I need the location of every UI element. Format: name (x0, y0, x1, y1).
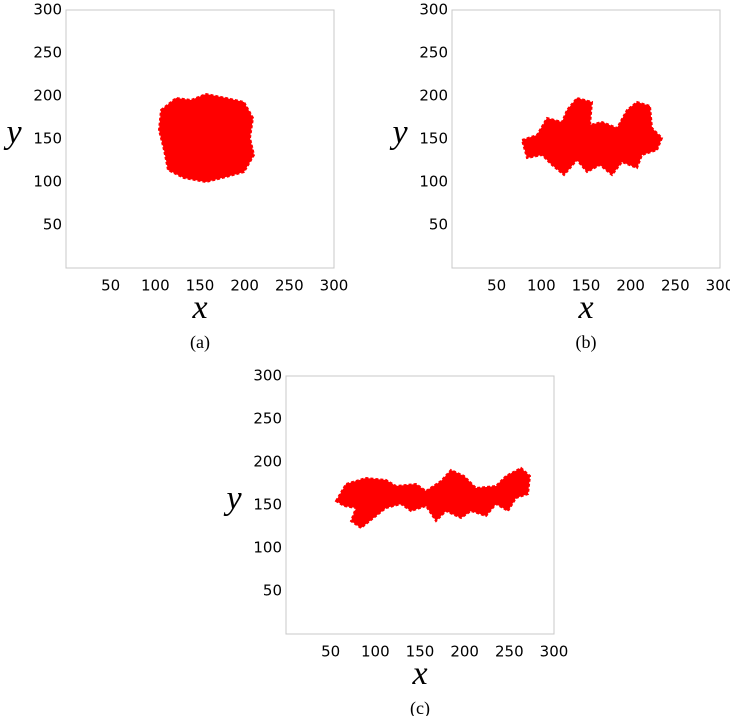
y-tick-label: 100 (419, 173, 448, 191)
cluster (334, 466, 532, 530)
y-tick-label: 150 (253, 496, 282, 514)
cluster (157, 92, 256, 184)
x-axis-label: x (577, 289, 593, 326)
y-tick-label: 250 (419, 44, 448, 62)
x-tick-label: 100 (527, 277, 556, 295)
x-tick-label: 100 (361, 643, 390, 661)
y-tick-label: 100 (253, 539, 282, 557)
cluster-shape (334, 466, 532, 530)
y-tick-label: 250 (33, 44, 62, 62)
y-tick-label: 100 (33, 173, 62, 191)
x-tick-label: 300 (540, 643, 569, 661)
y-tick-label: 200 (253, 453, 282, 471)
x-tick-label: 150 (406, 643, 435, 661)
panel-caption: (c) (410, 698, 430, 716)
x-tick-label: 150 (572, 277, 601, 295)
cluster (520, 96, 664, 177)
x-tick-label: 250 (495, 643, 524, 661)
y-tick-label: 50 (43, 216, 62, 234)
y-tick-label: 150 (33, 130, 62, 148)
y-tick-label: 200 (33, 87, 62, 105)
plot-frame (451, 9, 721, 269)
y-tick-label: 150 (419, 130, 448, 148)
x-tick-label: 200 (616, 277, 645, 295)
x-tick-label: 300 (320, 277, 349, 295)
y-axis-label: y (3, 114, 22, 151)
x-tick-label: 50 (101, 277, 120, 295)
x-tick-label: 200 (230, 277, 259, 295)
panel-caption: (a) (190, 332, 210, 353)
x-tick-label: 250 (661, 277, 690, 295)
x-tick-label: 200 (450, 643, 479, 661)
x-tick-label: 300 (706, 277, 730, 295)
x-axis-label: x (191, 289, 207, 326)
x-axis-label: x (411, 655, 427, 692)
y-tick-label: 50 (263, 582, 282, 600)
y-tick-label: 300 (33, 1, 62, 19)
x-tick-label: 50 (321, 643, 340, 661)
y-tick-label: 300 (419, 1, 448, 19)
y-tick-label: 250 (253, 410, 282, 428)
cluster-shape (157, 92, 256, 184)
plot-frame (65, 9, 335, 269)
y-tick-label: 200 (419, 87, 448, 105)
panel-caption: (b) (576, 332, 597, 353)
cluster-shape (520, 96, 664, 177)
plot-frame (285, 375, 555, 635)
y-axis-label: y (389, 114, 408, 151)
x-tick-label: 250 (275, 277, 304, 295)
y-axis-label: y (223, 480, 242, 517)
x-tick-label: 50 (487, 277, 506, 295)
x-tick-label: 150 (186, 277, 215, 295)
x-tick-label: 100 (141, 277, 170, 295)
y-tick-label: 50 (429, 216, 448, 234)
y-tick-label: 300 (253, 367, 282, 385)
